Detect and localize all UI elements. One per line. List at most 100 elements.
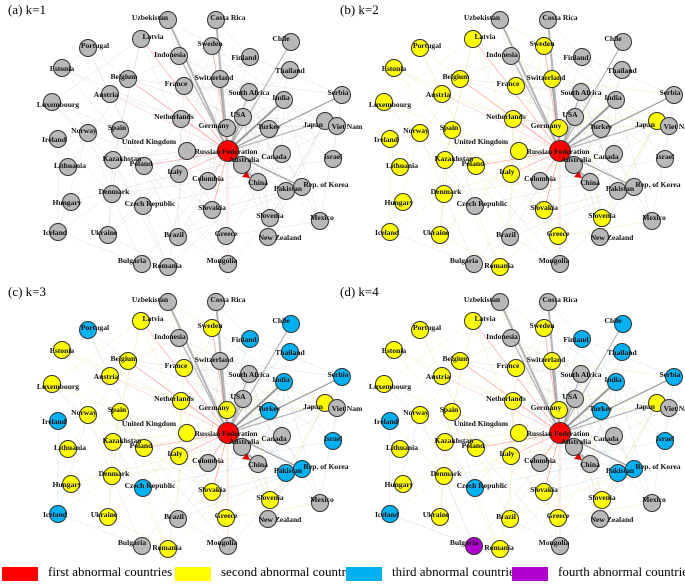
network-edge — [107, 432, 188, 518]
network-edge — [441, 93, 514, 120]
node-label-indonesia: Indonesia — [486, 50, 518, 59]
node-serbia — [333, 86, 351, 104]
network-edge — [143, 410, 270, 449]
node-label-romania: Romania — [152, 261, 182, 270]
network-edge — [473, 462, 541, 547]
node-france — [507, 359, 525, 377]
node-new-zealand — [259, 510, 277, 528]
node-turkey — [260, 120, 278, 138]
network-edge — [143, 447, 179, 520]
node-label-denmark: Denmark — [99, 187, 131, 196]
node-united-kingdom — [510, 142, 528, 160]
node-label-kazakhstan: Kazakhstan — [435, 154, 475, 163]
node-latvia — [464, 30, 482, 48]
node-canada — [273, 145, 291, 163]
hub-edge — [227, 99, 285, 152]
network-edge — [510, 127, 560, 175]
network-edge — [107, 234, 169, 268]
network-edge — [573, 120, 658, 166]
node-lithuania — [391, 158, 409, 176]
network-edge — [539, 338, 583, 464]
network-edge — [225, 435, 283, 519]
node-hungary — [62, 475, 80, 493]
node-label-austria: Austria — [426, 90, 451, 99]
node-label-indonesia: Indonesia — [486, 332, 518, 341]
network-edge — [558, 381, 617, 411]
network-edge — [439, 234, 501, 268]
network-edge — [509, 236, 561, 265]
node-label-finland: Finland — [231, 53, 257, 62]
node-france — [175, 359, 193, 377]
node-label-costa-rica: Costa Rica — [542, 295, 577, 304]
node-label-hungary: Hungary — [52, 198, 81, 207]
node-russian-federation — [217, 140, 239, 162]
node-label-brazil: Brazil — [496, 512, 516, 521]
node-label-mexico: Mexico — [642, 213, 666, 222]
hub-edge — [559, 94, 675, 152]
node-label-mexico: Mexico — [310, 213, 334, 222]
node-label-usa: USA — [562, 392, 578, 401]
node-label-canada: Canada — [261, 434, 287, 443]
node-belgium — [119, 70, 137, 88]
network-edge — [57, 414, 89, 515]
node-label-israel: Israel — [324, 434, 343, 443]
network-edge — [140, 320, 188, 434]
node-israel — [324, 432, 342, 450]
panel-label: (b) k=2 — [340, 2, 379, 17]
node-spain — [111, 121, 129, 139]
node-label-portugal: Portugal — [81, 41, 109, 50]
network-edge — [419, 414, 445, 477]
node-canada — [605, 145, 623, 163]
node-sweden — [535, 37, 553, 55]
network-edge — [111, 193, 143, 265]
node-kazakhstan — [436, 151, 454, 169]
node-czech-republic — [134, 479, 152, 497]
network-edge — [443, 193, 475, 265]
node-label-slovakia: Slovakia — [530, 485, 558, 494]
node-label-india: India — [272, 375, 290, 384]
node-label-luxembourg: Luxembourg — [37, 100, 79, 109]
node-label-lithuania: Lithuania — [386, 161, 418, 170]
node-label-france: France — [165, 79, 188, 88]
network-panel-3: Uzbekistan Costa Rica Latvia Portugal Indone… — [8, 284, 363, 558]
node-label-thailand: Thailand — [607, 66, 637, 75]
node-label-romania: Romania — [152, 543, 182, 552]
network-edge — [177, 432, 229, 520]
network-edge — [512, 118, 635, 188]
network-edge — [558, 99, 617, 129]
hub-edge — [559, 381, 617, 434]
network-edge — [551, 360, 666, 442]
network-edge — [510, 153, 615, 175]
network-edge — [601, 402, 658, 501]
network-edge — [443, 475, 475, 547]
network-edge — [127, 337, 180, 362]
node-uzbekistan — [159, 293, 177, 311]
network-edge — [389, 420, 445, 477]
network-edge — [475, 447, 511, 520]
node-sweden — [535, 319, 553, 337]
node-china — [249, 455, 267, 473]
node-latvia — [464, 312, 482, 330]
node-bulgaria — [133, 537, 151, 555]
network-edge — [242, 116, 287, 192]
node-label-slovenia: Slovenia — [256, 211, 284, 220]
network-edge — [512, 400, 545, 493]
network-edge — [559, 186, 635, 265]
node-brazil — [501, 228, 519, 246]
network-edge — [510, 409, 560, 457]
node-label-costa-rica: Costa Rica — [210, 295, 245, 304]
node-label-viet-nam: Viet Nam — [332, 122, 363, 131]
node-switzerland — [211, 352, 229, 370]
hub-edge — [227, 402, 326, 434]
node-label-portugal: Portugal — [413, 323, 441, 332]
network-edge — [51, 320, 142, 385]
node-label-greece: Greece — [547, 229, 570, 238]
node-label-ireland: Ireland — [42, 135, 67, 144]
network-edge — [57, 132, 89, 233]
node-denmark — [103, 467, 121, 485]
node-label-mongolia: Mongolia — [539, 538, 570, 547]
network-edge — [167, 463, 259, 550]
node-israel — [324, 150, 342, 168]
network-edge — [444, 159, 476, 207]
node-label-hungary: Hungary — [384, 198, 413, 207]
